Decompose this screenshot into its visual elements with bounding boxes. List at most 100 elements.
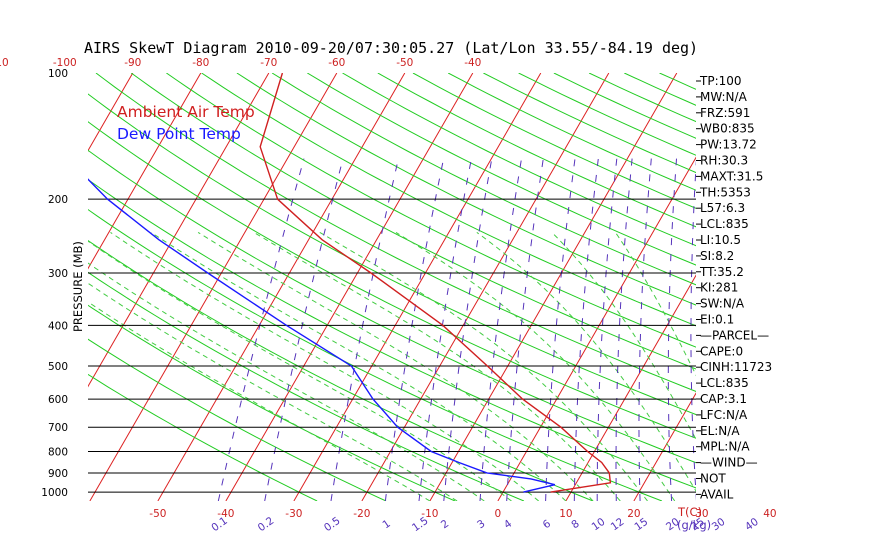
index-label: MAXT:31.5	[700, 169, 763, 183]
dewpoint-profile-line	[88, 178, 556, 493]
index-label: —WIND—	[700, 456, 758, 470]
bottom-tick-label: -10	[421, 508, 438, 520]
moist-adiabat-line	[476, 231, 696, 493]
dry-adiabat-line	[88, 373, 318, 501]
mixing-ratio-line	[638, 158, 652, 501]
moist-adiabat-line	[395, 231, 676, 501]
y-tick-label: 200	[48, 194, 68, 206]
top-tick-label: -50	[396, 57, 413, 69]
y-axis-label: PRESSURE (MB)	[71, 241, 85, 332]
isotherm-line	[88, 73, 134, 152]
index-label: AVAIL	[700, 487, 734, 501]
dry-adiabat-line	[518, 73, 696, 156]
index-label: KI:281	[700, 281, 738, 295]
mixing-ratio-line	[418, 158, 472, 501]
moist-adiabat-line	[88, 262, 485, 501]
mixing-ratio-label: 3	[475, 518, 487, 532]
top-tick-label: -110	[0, 57, 9, 69]
mixing-ratio-line	[330, 158, 399, 501]
top-tick-label: -70	[260, 57, 277, 69]
index-label: CINH:11723	[700, 360, 772, 374]
dry-adiabat-line	[483, 73, 696, 174]
top-tick-label: -100	[53, 57, 77, 69]
moist-adiabat-line	[319, 231, 648, 501]
mixing-ratio-line	[217, 158, 305, 501]
isotherm-line	[770, 73, 870, 501]
isotherm-line	[88, 73, 270, 388]
dry-adiabat-line	[88, 239, 594, 501]
mixing-ratio-label: 30	[710, 516, 728, 534]
dry-adiabat-line	[88, 208, 663, 501]
index-label: TT:35.2	[699, 265, 744, 279]
bottom-tick-label: 0	[495, 508, 502, 520]
mixing-ratio-line	[615, 158, 633, 501]
bottom-tick-label: 20	[627, 508, 640, 520]
isotherm-line	[0, 73, 65, 501]
dry-adiabat-line	[95, 73, 696, 392]
index-label: SI:8.2	[700, 249, 734, 263]
mixing-ratio-line	[596, 158, 618, 501]
mixing-ratio-label: 2	[439, 518, 451, 532]
index-label: SW:N/A	[700, 297, 745, 311]
mixing-ratio-line	[506, 158, 544, 501]
index-label: RH:30.3	[700, 154, 748, 168]
mixing-ratio-label: 6	[541, 518, 554, 532]
temperature-axis-unit: T(C)	[677, 505, 702, 519]
mixing-ratio-line	[479, 158, 522, 501]
isotherm-line	[157, 73, 406, 501]
top-tick-label: -40	[464, 57, 481, 69]
y-tick-label: 500	[48, 361, 68, 373]
isotherm-line	[838, 73, 870, 501]
mixing-ratio-line	[443, 158, 493, 501]
mixing-ratio-label: 0.5	[322, 515, 343, 534]
dry-adiabat-line	[236, 73, 696, 306]
mixing-ratio-label: 12	[609, 516, 627, 534]
index-label: EL:N/A	[700, 424, 740, 438]
index-label: LCL:835	[700, 376, 749, 390]
mixing-ratio-label: 40	[743, 516, 761, 534]
index-label: FRZ:591	[700, 106, 750, 120]
y-tick-label: 300	[48, 268, 68, 280]
mixing-ratio-line	[573, 158, 599, 501]
bottom-tick-label: 10	[559, 508, 572, 520]
profiles	[88, 73, 612, 493]
dry-adiabat-line	[88, 178, 696, 489]
isotherm-line	[565, 274, 696, 501]
y-tick-label: 100	[48, 68, 68, 80]
moist-adiabat-line	[88, 301, 431, 501]
dry-adiabat-line	[166, 73, 696, 348]
mixing-ratio-line	[264, 158, 344, 501]
isotherm-line	[225, 73, 474, 501]
index-label: LCL:835	[700, 217, 749, 231]
index-label: MW:N/A	[700, 90, 748, 104]
index-label: TP:100	[699, 74, 742, 88]
dry-adiabat-line	[447, 73, 696, 191]
top-tick-label: -90	[124, 57, 141, 69]
moist-adiabat-line	[551, 232, 696, 441]
dry-adiabat-line	[307, 73, 696, 266]
isotherm-line	[89, 73, 338, 501]
pressure-lines	[88, 198, 696, 493]
bottom-tick-label: -30	[285, 508, 302, 520]
dry-adiabat-line	[377, 73, 696, 228]
dry-adiabat-line	[412, 73, 696, 209]
dry-adiabat-line	[88, 93, 696, 416]
mixing-ratio-line	[667, 158, 677, 501]
stability-indices-panel: TP:100 MW:N/A FRZ:591 WB0:835 PW:13.72 RH:30.…	[696, 74, 772, 501]
moist-adiabat-line	[150, 231, 567, 501]
dry-adiabat-line	[88, 149, 696, 464]
mixing-ratio-line	[690, 158, 696, 501]
mixing-ratio-line	[545, 158, 576, 501]
index-label: —PARCEL—	[700, 328, 769, 342]
index-label: PW:13.72	[700, 138, 757, 152]
top-temperature-axis: -120-110-100-90-80-70-60-50-40	[0, 57, 481, 69]
legend-item: Dew Point Temp	[117, 125, 241, 143]
chart-title: AIRS SkewT Diagram 2010-09-20/07:30:05.2…	[84, 39, 698, 57]
index-label: CAPE:0	[700, 344, 743, 358]
isotherm-line	[293, 73, 542, 501]
bottom-tick-label: -50	[149, 508, 166, 520]
mixing-ratio-label: 10	[590, 516, 608, 534]
index-label: CAP:3.1	[700, 392, 747, 406]
dry-adiabat-line	[201, 73, 696, 327]
